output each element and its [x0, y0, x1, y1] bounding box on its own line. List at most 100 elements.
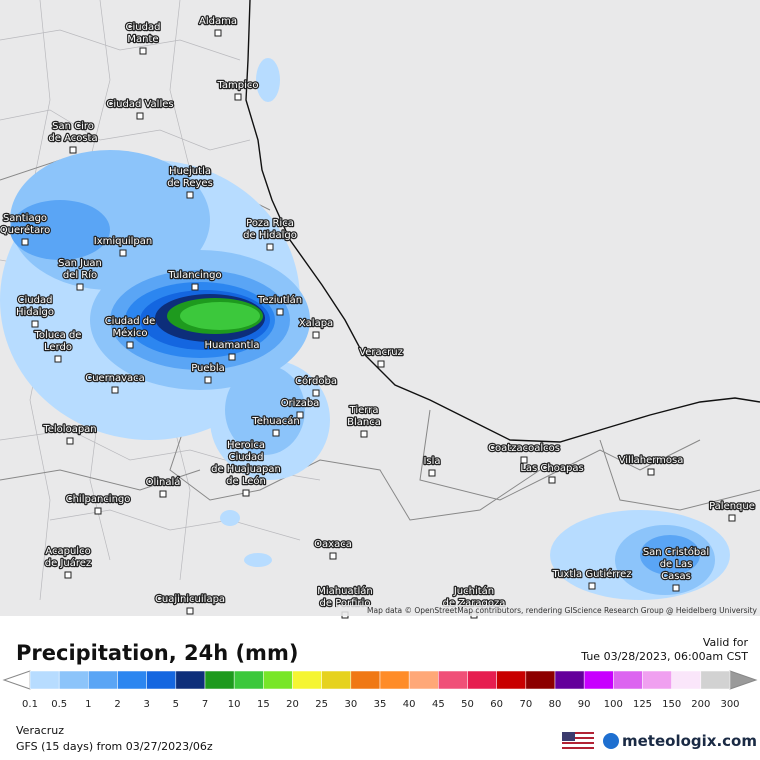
city-marker — [672, 584, 680, 592]
city-marker — [186, 191, 194, 199]
city-label: de Huajuapan — [211, 464, 281, 475]
legend-label: 2 — [114, 699, 120, 710]
city-marker — [360, 430, 368, 438]
city-marker — [66, 437, 74, 445]
coastline — [245, 0, 760, 443]
legend-swatch — [204, 670, 235, 690]
city-label: Oaxaca — [314, 539, 352, 550]
city-label: Lerdo — [44, 342, 72, 353]
city-label: Coatzacoalcos — [488, 443, 560, 454]
city-label: Ixmiquilpan — [94, 236, 152, 247]
city-marker — [126, 341, 134, 349]
legend-label: 80 — [549, 699, 562, 710]
attribution-box — [336, 605, 760, 616]
city-label: Teloloapan — [42, 424, 96, 435]
legend-swatch — [117, 670, 147, 690]
legend-swatch — [408, 670, 439, 690]
legend-label: 1 — [85, 699, 91, 710]
legend-swatch — [321, 670, 352, 690]
city-marker — [191, 283, 199, 291]
city-label: Acapulco — [45, 546, 90, 557]
city-label: Olinalá — [146, 476, 181, 488]
legend-label: 0.1 — [22, 699, 38, 710]
city-marker — [94, 507, 102, 515]
legend-swatch — [350, 670, 381, 690]
legend-label: 15 — [257, 699, 270, 710]
city-marker — [272, 429, 280, 437]
legend-swatch — [29, 670, 60, 690]
legend-swatch — [438, 670, 468, 690]
legend-label: 45 — [432, 699, 445, 710]
city-marker — [728, 514, 736, 522]
city-label: Tierra — [349, 405, 379, 416]
city-label: Juchitán — [453, 585, 494, 597]
region: Veracruz — [16, 724, 64, 737]
city-marker — [204, 376, 212, 384]
legend-swatch — [146, 670, 177, 690]
city-marker — [647, 468, 655, 476]
city-marker — [520, 456, 528, 464]
legend-swatch — [292, 670, 322, 690]
model-run: GFS (15 days) from 03/27/2023/06z — [16, 740, 213, 753]
legend-label: 150 — [662, 699, 681, 710]
city-label: Córdoba — [295, 375, 337, 387]
city-label: Villahermosa — [619, 455, 684, 466]
city-marker — [159, 490, 167, 498]
city-marker — [266, 243, 274, 251]
city-marker — [214, 29, 222, 37]
city-label: Las Choapas — [520, 463, 583, 474]
valid-time: Tue 03/28/2023, 06:00am CST — [580, 650, 748, 663]
city-label: Huejutla — [169, 166, 211, 177]
city-marker — [136, 112, 144, 120]
legend-swatch — [175, 670, 206, 690]
city-label: Isla — [423, 456, 440, 467]
city-label: Cuernavaca — [85, 373, 145, 384]
legend-swatch — [700, 670, 731, 690]
city-label: Mante — [127, 34, 158, 45]
legend-label: 30 — [344, 699, 357, 710]
city-marker — [428, 469, 436, 477]
legend-swatch — [263, 670, 293, 690]
legend-swatch — [525, 670, 556, 690]
city-marker — [588, 582, 596, 590]
city-marker — [548, 476, 556, 484]
legend-label: 300 — [720, 699, 739, 710]
city-label: de Hidalgo — [243, 230, 297, 241]
city-label: de Las — [660, 559, 693, 570]
legend-swatch — [554, 670, 585, 690]
city-marker — [21, 238, 29, 246]
legend-label: 20 — [286, 699, 299, 710]
city-marker — [111, 386, 119, 394]
city-label: Ciudad — [126, 22, 161, 33]
city-label: Tulancingo — [167, 270, 221, 281]
legend-label: 60 — [490, 699, 503, 710]
legend-swatch — [496, 670, 527, 690]
city-label: Puebla — [191, 363, 225, 374]
city-marker — [234, 93, 242, 101]
city-label: Xalapa — [299, 318, 333, 329]
city-marker — [329, 552, 337, 560]
city-marker — [312, 389, 320, 397]
city-label: de Juárez — [45, 557, 91, 569]
city-label: Santiago — [3, 213, 47, 224]
city-label: San Juan — [58, 258, 102, 269]
legend-swatch — [58, 670, 89, 690]
city-label: Toluca de — [34, 330, 82, 341]
city-label: Heroica — [227, 440, 265, 451]
city-marker — [186, 607, 194, 615]
legend-label: 0.5 — [51, 699, 67, 710]
legend-label: 90 — [578, 699, 591, 710]
city-label: Hidalgo — [16, 307, 54, 318]
legend-swatch — [379, 670, 410, 690]
city-marker — [312, 331, 320, 339]
city-label: Teziutlán — [257, 294, 302, 306]
city-marker — [377, 360, 385, 368]
city-marker — [119, 249, 127, 257]
city-label: Cuajinicuilapa — [155, 594, 225, 605]
city-label: Orizaba — [281, 398, 320, 409]
city-marker — [54, 355, 62, 363]
city-label: de Reyes — [167, 178, 213, 189]
